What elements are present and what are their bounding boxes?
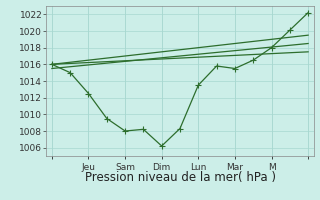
Text: Lun: Lun xyxy=(190,163,206,172)
Text: M: M xyxy=(268,163,276,172)
Text: Sam: Sam xyxy=(115,163,135,172)
Text: Mar: Mar xyxy=(227,163,244,172)
Text: Jeu: Jeu xyxy=(82,163,95,172)
Text: Dim: Dim xyxy=(153,163,171,172)
X-axis label: Pression niveau de la mer( hPa ): Pression niveau de la mer( hPa ) xyxy=(84,171,276,184)
